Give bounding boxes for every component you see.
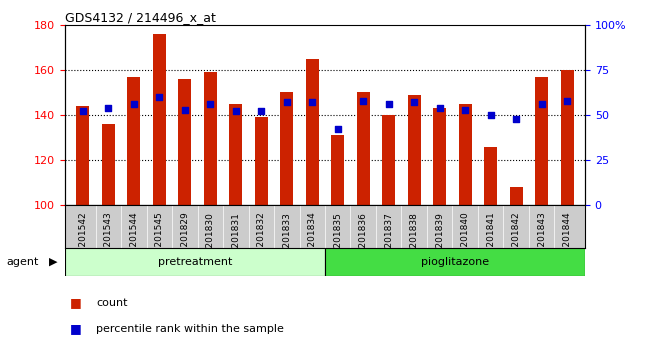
Bar [204,72,216,205]
Bar [325,248,585,276]
Bar [357,92,370,205]
Point [77,109,88,114]
Bar [434,108,446,205]
Bar [65,248,325,276]
Bar [382,115,395,205]
Text: GSM201844: GSM201844 [563,212,571,266]
Bar [229,104,242,205]
Bar [127,77,140,205]
Text: GSM201830: GSM201830 [206,212,215,267]
Point [486,112,496,118]
Point [103,105,114,111]
Point [281,99,292,105]
Point [409,99,419,105]
Text: GSM201832: GSM201832 [257,212,266,267]
Point [231,109,241,114]
Text: ■: ■ [70,322,82,335]
Bar [255,117,268,205]
Bar [484,147,497,205]
Bar [332,135,344,205]
Text: GSM201836: GSM201836 [359,212,368,267]
Point [511,116,521,121]
Point [460,107,471,113]
Bar [280,92,293,205]
Text: GSM201839: GSM201839 [436,212,444,267]
Point [358,98,369,103]
Bar [153,34,166,205]
Text: ▶: ▶ [49,257,57,267]
Bar [408,95,421,205]
Text: GSM201843: GSM201843 [537,212,546,267]
Text: ■: ■ [70,297,82,309]
Point [434,105,445,111]
Text: GSM201840: GSM201840 [461,212,470,267]
Text: GSM201835: GSM201835 [333,212,343,267]
Text: GSM201837: GSM201837 [384,212,393,267]
Bar [306,59,318,205]
Point [256,109,266,114]
Point [179,107,190,113]
Text: GSM201833: GSM201833 [282,212,291,267]
Point [307,99,317,105]
Text: GSM201542: GSM201542 [79,212,87,266]
Point [536,101,547,107]
Text: GSM201834: GSM201834 [307,212,317,267]
Text: percentile rank within the sample: percentile rank within the sample [96,324,284,333]
Bar [102,124,114,205]
Text: GSM201544: GSM201544 [129,212,138,266]
Text: GSM201842: GSM201842 [512,212,521,266]
Bar [510,187,523,205]
Text: GSM201831: GSM201831 [231,212,240,267]
Bar [536,77,548,205]
Text: pretreatment: pretreatment [158,257,232,267]
Point [154,94,164,100]
Text: GSM201841: GSM201841 [486,212,495,267]
Point [333,127,343,132]
Text: GSM201829: GSM201829 [180,212,189,267]
Text: count: count [96,298,127,308]
Point [384,101,394,107]
Point [129,101,139,107]
Text: pioglitazone: pioglitazone [421,257,489,267]
Point [562,98,573,103]
Bar [561,70,573,205]
Bar [77,106,89,205]
Bar [179,79,191,205]
Text: GDS4132 / 214496_x_at: GDS4132 / 214496_x_at [65,11,216,24]
Text: GSM201838: GSM201838 [410,212,419,267]
Text: GSM201545: GSM201545 [155,212,164,267]
Text: GSM201543: GSM201543 [104,212,113,267]
Point [205,101,216,107]
Bar [459,104,471,205]
Text: agent: agent [6,257,39,267]
